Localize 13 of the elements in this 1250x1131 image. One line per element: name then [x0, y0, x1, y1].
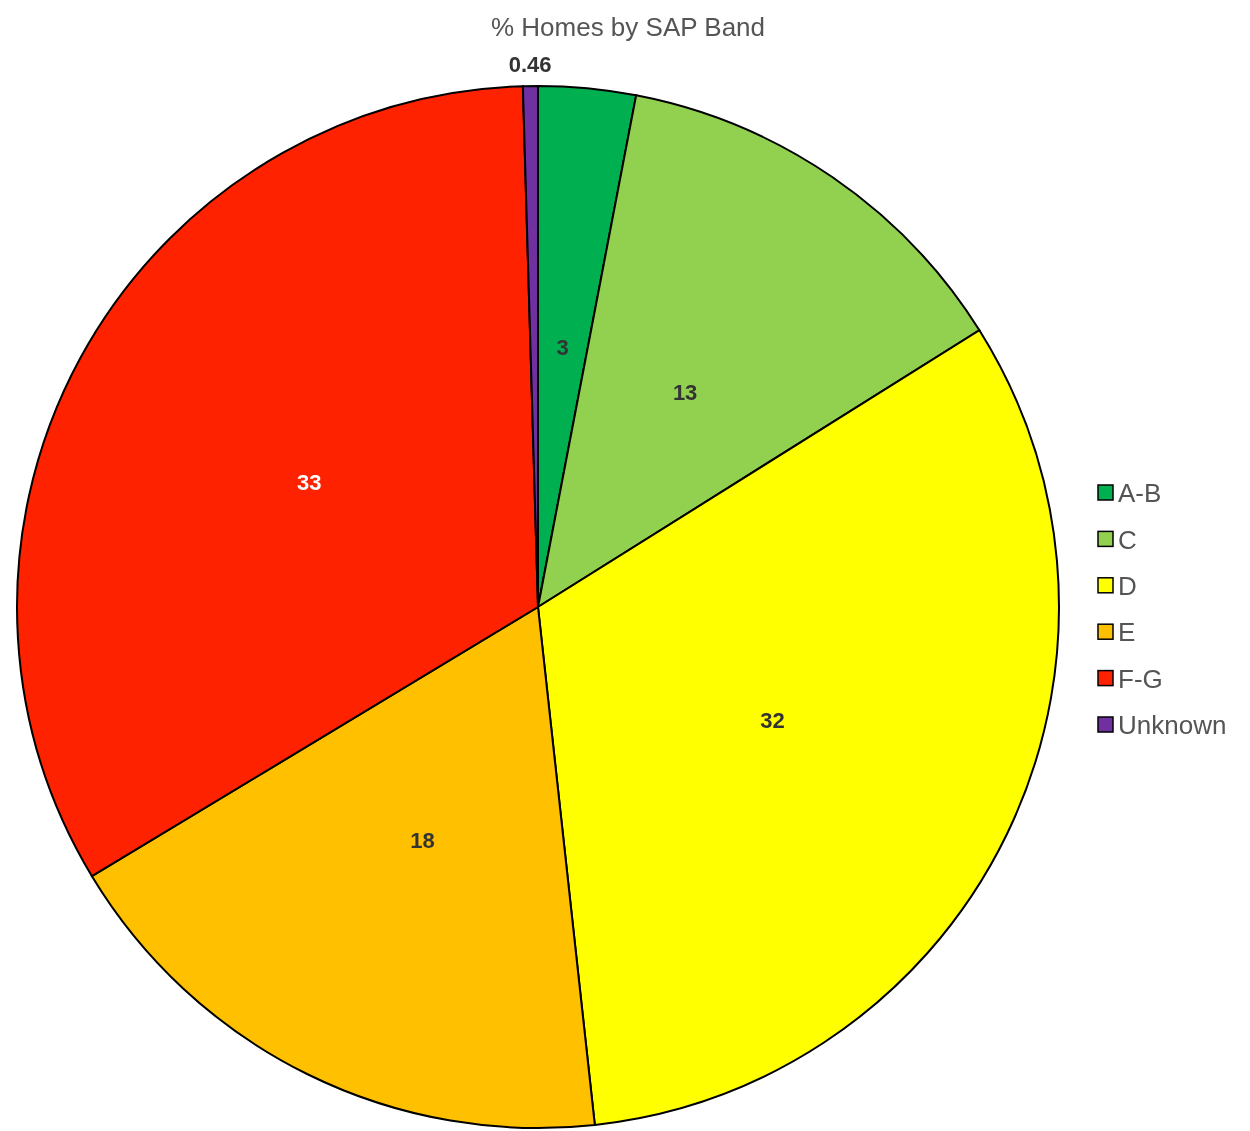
legend-label: F-G — [1118, 663, 1163, 694]
legend-label: E — [1118, 617, 1136, 648]
legend-label: A-B — [1118, 478, 1162, 509]
data-label: 32 — [760, 708, 785, 734]
data-label: 0.46 — [508, 51, 552, 77]
data-label: 18 — [410, 828, 435, 854]
legend-label: C — [1118, 524, 1137, 555]
data-label: 13 — [672, 379, 698, 405]
legend-label: Unknown — [1118, 710, 1227, 741]
data-label: 33 — [297, 469, 322, 495]
data-label: 3 — [556, 335, 569, 361]
legend-label: D — [1118, 570, 1137, 601]
chart-title: % Homes by SAP Band — [490, 12, 766, 42]
